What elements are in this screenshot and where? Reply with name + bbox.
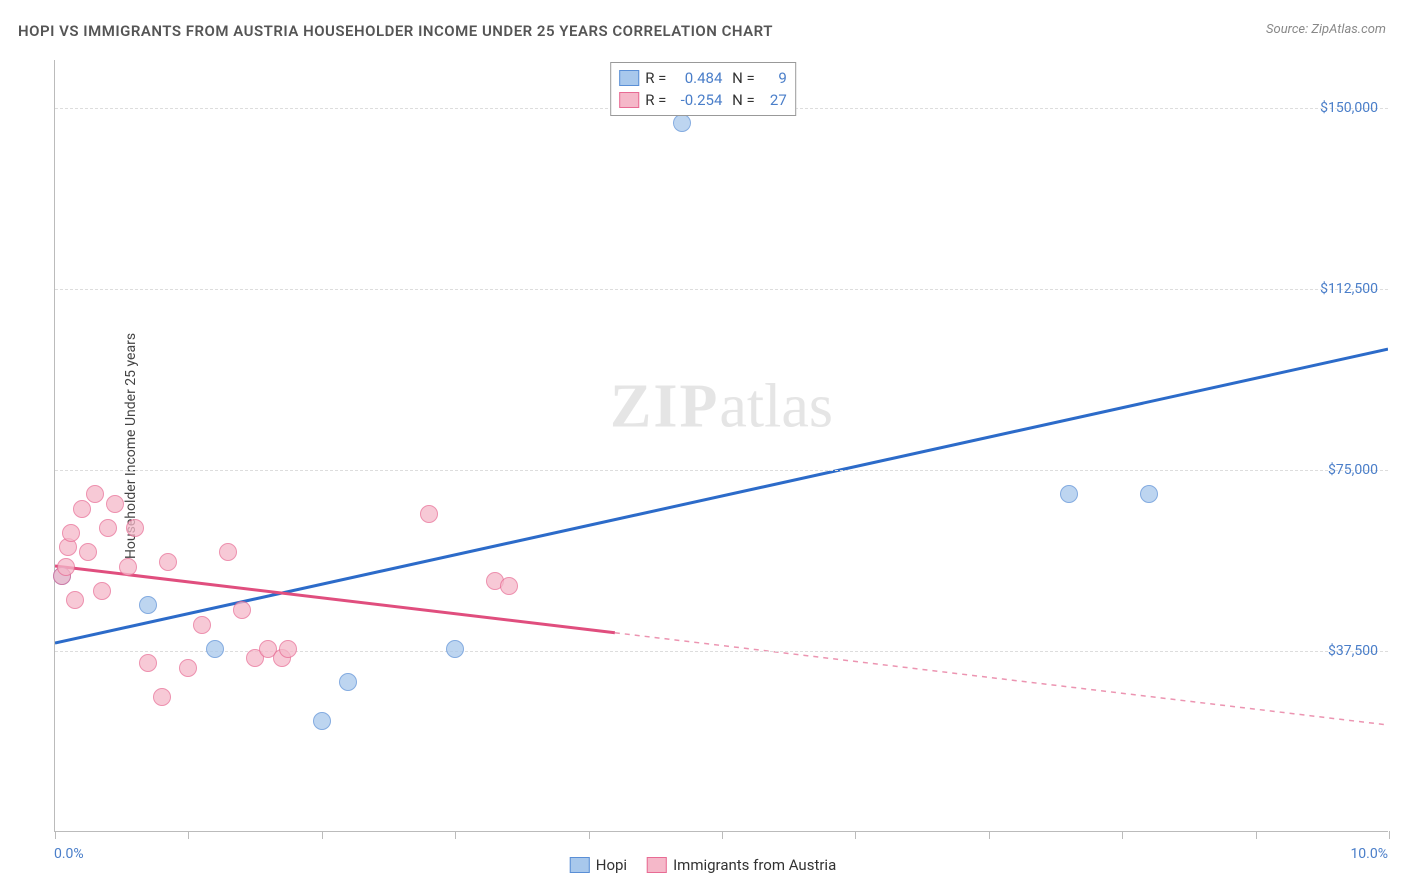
data-point (179, 659, 197, 677)
data-point (93, 582, 111, 600)
stat-n-value: 9 (761, 69, 787, 87)
x-tick (989, 831, 990, 839)
stat-legend: R = 0.484 N = 9 R = -0.254 N = 27 (610, 62, 796, 116)
data-point (193, 616, 211, 634)
data-point (153, 688, 171, 706)
data-point (1140, 485, 1158, 503)
data-point (420, 505, 438, 523)
data-point (73, 500, 91, 518)
legend-item: Hopi (570, 856, 627, 874)
data-point (139, 654, 157, 672)
data-point (206, 640, 224, 658)
y-tick-label: $37,500 (1328, 643, 1378, 659)
x-tick (322, 831, 323, 839)
stat-r-label: R = (645, 69, 666, 87)
data-point (119, 558, 137, 576)
data-point (79, 543, 97, 561)
data-point (86, 485, 104, 503)
data-point (1060, 485, 1078, 503)
data-point (99, 519, 117, 537)
x-tick (55, 831, 56, 839)
data-point (279, 640, 297, 658)
data-point (57, 558, 75, 576)
stat-r-value: -0.254 (672, 91, 722, 109)
data-point (66, 591, 84, 609)
x-tick (455, 831, 456, 839)
plot-area: ZIPatlas $37,500 $75,000 $112,500 $150,000 (54, 60, 1388, 832)
x-axis-min-label: 0.0% (54, 846, 84, 862)
data-point (233, 601, 251, 619)
data-point (500, 577, 518, 595)
x-tick (1122, 831, 1123, 839)
x-tick (589, 831, 590, 839)
data-point (62, 524, 80, 542)
data-point (446, 640, 464, 658)
trend-line (55, 566, 615, 633)
legend-swatch (619, 92, 639, 108)
chart-title: HOPI VS IMMIGRANTS FROM AUSTRIA HOUSEHOL… (18, 22, 773, 40)
data-point (126, 519, 144, 537)
x-tick (722, 831, 723, 839)
stat-r-value: 0.484 (672, 69, 722, 87)
watermark-bold: ZIP (610, 372, 719, 440)
data-point (313, 712, 331, 730)
trend-lines-layer (55, 60, 1388, 831)
x-axis-max-label: 10.0% (1350, 846, 1388, 862)
x-tick (855, 831, 856, 839)
series-legend: Hopi Immigrants from Austria (570, 856, 836, 874)
x-tick (1389, 831, 1390, 839)
legend-swatch (570, 857, 590, 873)
watermark: ZIPatlas (610, 371, 833, 442)
y-tick-label: $75,000 (1328, 462, 1378, 478)
stat-legend-row: R = -0.254 N = 27 (619, 89, 787, 111)
stat-legend-row: R = 0.484 N = 9 (619, 67, 787, 89)
stat-n-value: 27 (761, 91, 787, 109)
gridline (55, 470, 1388, 471)
x-tick (188, 831, 189, 839)
legend-swatch (619, 70, 639, 86)
stat-r-label: R = (645, 91, 666, 109)
legend-item: Immigrants from Austria (647, 856, 836, 874)
data-point (159, 553, 177, 571)
source-attribution: Source: ZipAtlas.com (1266, 22, 1386, 37)
legend-label: Immigrants from Austria (673, 856, 836, 874)
watermark-light: atlas (719, 372, 833, 440)
stat-n-label: N = (728, 91, 754, 109)
legend-label: Hopi (596, 856, 627, 874)
trend-line-extrapolated (615, 633, 1388, 725)
data-point (219, 543, 237, 561)
trend-line (55, 349, 1388, 643)
stat-n-label: N = (728, 69, 754, 87)
chart-container: HOPI VS IMMIGRANTS FROM AUSTRIA HOUSEHOL… (0, 0, 1406, 892)
legend-swatch (647, 857, 667, 873)
data-point (673, 114, 691, 132)
gridline (55, 289, 1388, 290)
x-tick (1256, 831, 1257, 839)
y-tick-label: $150,000 (1320, 100, 1378, 116)
y-tick-label: $112,500 (1320, 281, 1378, 297)
data-point (106, 495, 124, 513)
data-point (339, 673, 357, 691)
data-point (139, 596, 157, 614)
